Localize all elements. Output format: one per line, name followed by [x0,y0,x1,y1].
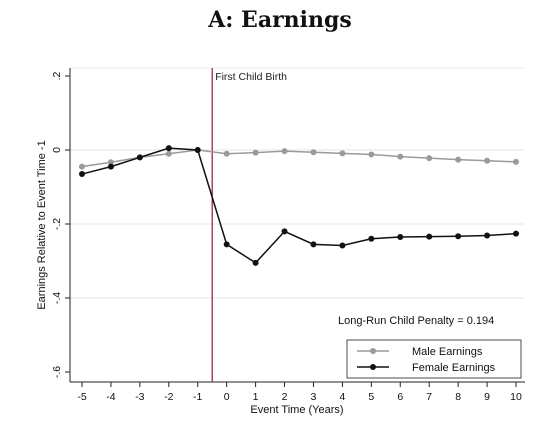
y-tick-label: -.4 [51,292,63,304]
x-tick-label: 7 [426,391,432,403]
x-tick-label: 8 [455,391,461,403]
legend-female-label: Female Earnings [412,362,496,374]
data-point [484,157,491,164]
legend-female-marker [370,364,376,370]
data-point [397,233,404,240]
y-tick-label: 0 [51,147,63,153]
data-point [339,150,346,157]
x-tick-label: 0 [224,391,230,403]
x-tick-label: 6 [397,391,403,403]
event-label: First Child Birth [215,71,287,83]
x-tick-label: 10 [510,391,522,403]
x-tick-label: -5 [77,391,86,403]
y-axis-label: Earnings Relative to Event Time -1 [36,140,48,309]
data-point [426,233,433,240]
x-tick-label: -3 [135,391,144,403]
x-tick-label: -4 [106,391,115,403]
legend: Male Earnings Female Earnings [346,339,522,379]
data-point [368,235,375,242]
data-point [339,242,346,249]
data-point [310,241,317,248]
x-tick-label: 9 [484,391,490,403]
data-point [165,145,172,152]
data-point [281,228,288,235]
x-tick-label: -1 [193,391,202,403]
data-point [194,147,201,153]
data-point [513,230,519,237]
y-axis-ticks: .2 0 -.2 -.4 -.6 [51,71,70,378]
legend-box [346,339,522,379]
x-tick-label: -2 [164,391,173,403]
series-line [81,147,517,264]
y-tick-label: -.2 [51,218,63,230]
legend-male-label: Male Earnings [412,346,483,358]
data-point [79,163,85,170]
data-point [223,241,230,248]
series-line [81,149,517,168]
data-point [136,154,143,161]
data-point [455,156,462,163]
x-tick-label: 3 [311,391,317,403]
y-tick-label: .2 [51,71,63,80]
data-point [223,150,230,157]
x-tick-label: 4 [339,391,345,403]
data-point [107,163,114,170]
data-point [281,148,288,155]
y-tick-label: -.6 [51,366,63,378]
legend-male-marker [370,348,376,354]
x-axis-label: Event Time (Years) [250,404,343,416]
data-point [252,149,259,156]
x-axis-ticks: -5 -4 -3 -2 -1 0 1 2 3 4 5 6 7 8 9 10 [77,382,522,403]
x-tick-label: 1 [253,391,259,403]
data-point [310,149,317,156]
data-point [79,171,85,178]
data-point [397,153,404,160]
data-point [426,155,433,162]
chart-title: A: Earnings [207,7,352,33]
data-point [513,158,519,165]
data-point [368,151,375,158]
data-point [165,150,172,157]
data-point [455,233,462,240]
data-point [107,159,114,166]
x-tick-label: 5 [368,391,374,403]
grid-lines [70,149,525,299]
data-point [252,259,259,266]
child-penalty-annotation: Long-Run Child Penalty = 0.194 [338,315,494,327]
series-layer [79,145,519,266]
data-point [484,232,491,239]
x-tick-label: 2 [282,391,288,403]
